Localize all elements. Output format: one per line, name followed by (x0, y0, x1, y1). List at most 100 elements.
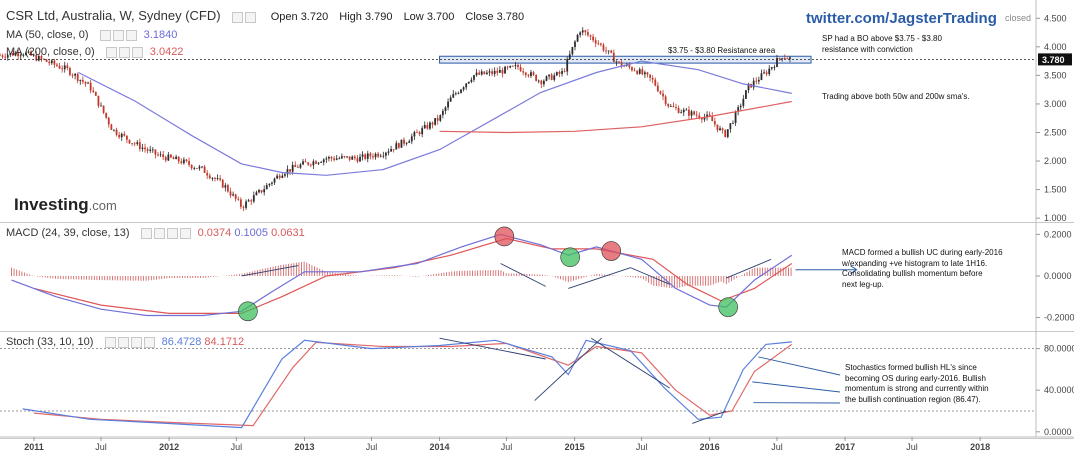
candle-down (602, 44, 605, 51)
candle-up (475, 72, 478, 76)
stoch-settings-icon[interactable] (104, 336, 116, 348)
candle-down (364, 154, 367, 159)
macd-settings-icon[interactable] (140, 227, 152, 239)
candle-down (94, 92, 97, 96)
candle-up (467, 81, 470, 84)
candle-down (304, 161, 307, 163)
macd-value-3: 0.0631 (271, 227, 305, 239)
candle-up (276, 175, 279, 179)
candle-down (708, 114, 711, 117)
candle-down (532, 72, 535, 75)
candle-up (781, 58, 784, 59)
candle-up (537, 80, 540, 82)
candle-down (128, 139, 131, 144)
macd-close-icon[interactable] (179, 227, 191, 239)
x-tick-label: Jul (95, 442, 107, 452)
candle-down (755, 80, 758, 82)
macd-move-icon[interactable] (166, 227, 178, 239)
macd-hide-icon[interactable] (153, 227, 165, 239)
candle-up (159, 154, 162, 156)
candle-up (576, 34, 579, 42)
investing-logo: Investing.com (14, 195, 117, 214)
ma50-hide-icon[interactable] (112, 29, 124, 41)
candle-down (656, 85, 659, 92)
candle-down (250, 200, 253, 202)
candle-up (561, 71, 563, 74)
ma50-settings-icon[interactable] (99, 29, 111, 41)
candle-down (563, 71, 566, 72)
candle-down (716, 124, 719, 131)
candle-up (493, 70, 496, 74)
pane-close-icon[interactable] (244, 11, 256, 23)
candle-up (252, 195, 255, 202)
candle-up (729, 123, 732, 130)
candle-down (89, 82, 92, 91)
candle-up (770, 67, 773, 69)
candle-down (675, 107, 677, 108)
candle-down (594, 40, 597, 44)
candle-up (136, 142, 139, 145)
candle-down (343, 156, 346, 158)
candle-up (325, 158, 328, 160)
candle-down (242, 206, 245, 208)
stoch-hide-icon[interactable] (117, 336, 129, 348)
ma200-line (439, 100, 792, 134)
candle-down (587, 32, 589, 36)
candle-down (66, 65, 69, 68)
candle-down (177, 156, 180, 162)
stoch-close-icon[interactable] (143, 336, 155, 348)
candle-down (219, 178, 222, 180)
candle-up (322, 159, 325, 163)
price-tick-label: 2.000 (1044, 156, 1067, 166)
candle-down (695, 114, 698, 116)
candle-up (328, 157, 330, 159)
candle-down (12, 53, 14, 56)
stoch-move-icon[interactable] (130, 336, 142, 348)
ma50-line (78, 60, 792, 176)
stoch-label: Stoch (33, 10, 10) (6, 336, 94, 348)
candle-down (765, 72, 768, 75)
candle-up (268, 183, 271, 186)
candle-down (654, 79, 657, 86)
candle-down (278, 175, 281, 178)
ma50-close-icon[interactable] (125, 29, 137, 41)
ma200-close-icon[interactable] (131, 46, 143, 58)
candle-down (309, 164, 312, 166)
candle-up (317, 162, 320, 164)
candle-up (548, 74, 550, 77)
candle-up (423, 124, 426, 129)
candle-down (115, 129, 118, 135)
candle-down (239, 199, 242, 207)
candle-up (457, 92, 460, 94)
candle-down (721, 128, 724, 131)
x-tick-label: Jul (366, 442, 378, 452)
candle-down (698, 115, 701, 119)
candle-down (164, 157, 167, 161)
ma200-label: MA (200, close, 0) (6, 46, 95, 58)
candle-up (175, 156, 178, 160)
candle-down (356, 158, 359, 162)
candle-up (182, 159, 185, 164)
candle-down (558, 72, 561, 74)
candle-down (227, 185, 229, 192)
candle-up (421, 128, 424, 135)
price-tick-label: 3.000 (1044, 99, 1067, 109)
candle-down (53, 60, 56, 65)
sma-note: Trading above both 50w and 200w sma's. (822, 92, 970, 101)
low-label: Low (403, 11, 424, 23)
twitter-handle[interactable]: twitter.com/JagsterTrading (806, 10, 997, 27)
candle-up (454, 93, 457, 95)
candle-down (107, 117, 110, 125)
candle-up (265, 185, 268, 190)
high-value: 3.790 (364, 11, 393, 23)
candle-down (348, 156, 351, 160)
x-tick-label: 2015 (565, 442, 585, 452)
ma200-settings-icon[interactable] (105, 46, 117, 58)
candle-down (185, 159, 188, 162)
ma200-hide-icon[interactable] (118, 46, 130, 58)
x-tick-label: 2013 (294, 442, 314, 452)
candle-up (742, 98, 745, 106)
resistance-note: $3.75 - $3.80 Resistance area (668, 46, 776, 55)
candle-up (504, 66, 506, 74)
pane-settings-icon[interactable] (231, 11, 243, 23)
